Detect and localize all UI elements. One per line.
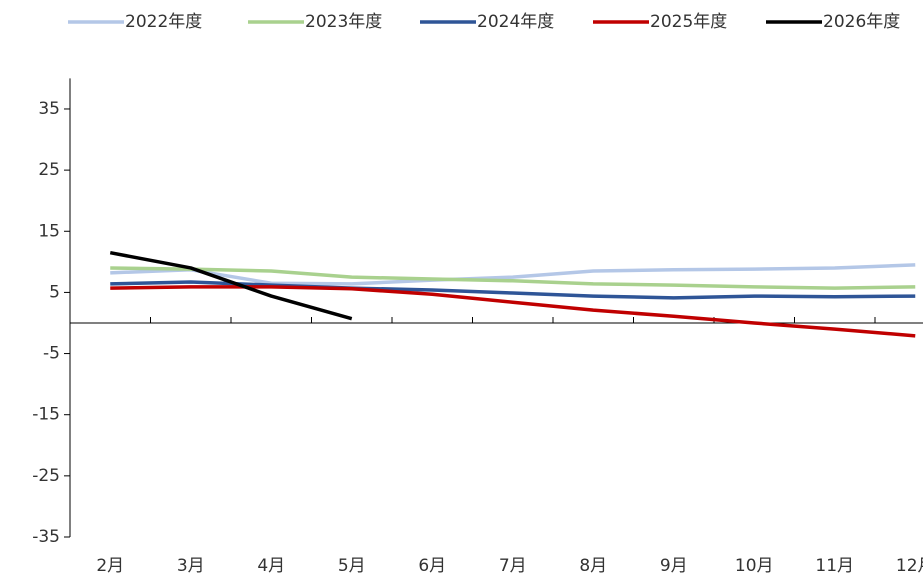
- legend-label: 2025年度: [650, 12, 727, 32]
- y-tick-label: 35: [38, 99, 60, 119]
- x-tick-label: 2月: [96, 556, 124, 576]
- x-tick-label: 11月: [815, 556, 854, 576]
- y-tick-label: -25: [32, 466, 60, 486]
- x-tick-label: 7月: [499, 556, 527, 576]
- y-tick-label: 15: [38, 221, 60, 241]
- x-tick-label: 9月: [660, 556, 688, 576]
- line-series: [110, 263, 916, 286]
- x-tick-label: 12月: [896, 556, 923, 576]
- x-tick-label: 4月: [257, 556, 285, 576]
- x-tick-label: 8月: [579, 556, 607, 576]
- y-tick-label: 25: [38, 160, 60, 180]
- x-tick-label: 5月: [338, 556, 366, 576]
- line-series: [109, 250, 353, 321]
- y-tick-label: -35: [32, 527, 60, 547]
- y-tick-label: -15: [32, 405, 60, 425]
- legend-label: 2024年度: [477, 12, 554, 32]
- legend-label: 2026年度: [823, 12, 900, 32]
- y-tick-label: 5: [49, 282, 60, 302]
- line-series: [110, 266, 916, 290]
- y-tick-label: -5: [43, 344, 60, 364]
- legend-label: 2022年度: [125, 12, 202, 32]
- legend-label: 2023年度: [305, 12, 382, 32]
- line-series: [110, 280, 916, 300]
- x-tick-label: 10月: [735, 556, 774, 576]
- x-tick-label: 6月: [418, 556, 446, 576]
- x-tick-label: 3月: [177, 556, 205, 576]
